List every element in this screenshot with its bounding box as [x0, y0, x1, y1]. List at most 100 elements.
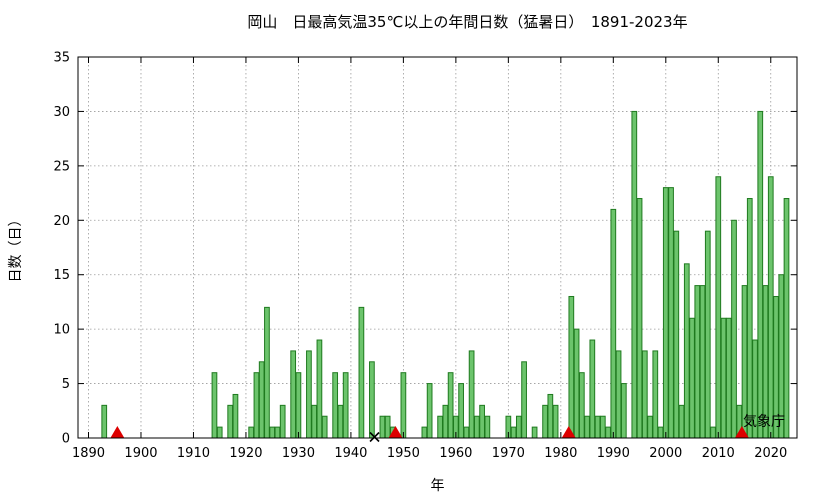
missing-marker — [369, 431, 380, 443]
bar — [783, 198, 790, 439]
bar — [615, 350, 622, 439]
x-tick-label: 1920 — [229, 446, 262, 461]
bar — [542, 404, 548, 439]
bar — [683, 263, 690, 439]
bar — [589, 339, 596, 439]
bar — [710, 426, 716, 439]
y-tick-label: 5 — [62, 377, 70, 392]
bar — [400, 372, 407, 439]
bar — [264, 306, 270, 439]
bar — [678, 404, 685, 439]
y-tick-label: 15 — [53, 268, 70, 283]
bar — [547, 393, 554, 439]
bar — [306, 350, 312, 439]
y-axis-ticks: 0 5 10 15 20 25 30 35 — [53, 51, 797, 447]
bar — [594, 415, 601, 439]
bar — [662, 187, 669, 439]
bar — [269, 426, 276, 439]
x-tick-label: 2020 — [754, 446, 787, 461]
bar — [631, 110, 638, 439]
bar — [311, 404, 318, 439]
x-tick-label: 1890 — [72, 446, 105, 461]
y-tick-label: 30 — [53, 105, 70, 120]
bar — [332, 372, 339, 439]
x-tick-label: 2010 — [702, 446, 735, 461]
bar — [337, 404, 344, 439]
bar — [216, 426, 223, 439]
x-tick-label: 1940 — [334, 446, 367, 461]
x-tick-label: 1950 — [387, 446, 420, 461]
bar — [599, 415, 606, 439]
x-tick-label: 1910 — [177, 446, 210, 461]
bar — [668, 187, 674, 439]
bar — [321, 415, 328, 439]
bar — [437, 415, 443, 439]
bar — [720, 317, 727, 439]
bar — [384, 415, 391, 439]
bar — [767, 176, 774, 439]
bars — [101, 110, 790, 439]
bar — [573, 328, 580, 439]
bar — [379, 415, 386, 439]
bar — [369, 361, 375, 439]
bar — [232, 393, 239, 439]
bar — [746, 198, 753, 439]
bar — [731, 219, 737, 439]
y-tick-label: 10 — [53, 323, 70, 338]
bar — [468, 350, 475, 439]
source-annotation: 気象庁 — [743, 414, 785, 430]
bar — [578, 372, 585, 439]
bar — [610, 208, 617, 439]
bar — [605, 426, 611, 439]
x-axis-label: 年 — [431, 478, 445, 494]
y-tick-label: 25 — [53, 159, 70, 174]
bar — [699, 285, 706, 439]
bar — [279, 404, 286, 439]
y-tick-label: 20 — [53, 214, 70, 229]
bar — [458, 383, 464, 439]
bar — [657, 426, 664, 439]
bar — [211, 372, 218, 439]
x-tick-label: 1970 — [492, 446, 525, 461]
bar — [473, 415, 480, 439]
x-tick-label: 1960 — [439, 446, 472, 461]
bar — [227, 404, 234, 439]
bar — [689, 317, 695, 439]
bar — [652, 350, 659, 439]
bar — [290, 350, 297, 439]
bar — [274, 426, 281, 439]
bar — [704, 230, 711, 439]
markers — [110, 426, 749, 443]
bar — [584, 415, 590, 439]
bar — [510, 426, 517, 439]
bar — [715, 176, 722, 439]
bar — [531, 426, 538, 439]
relocation-marker — [388, 426, 403, 438]
relocation-marker — [561, 426, 576, 438]
x-tick-label: 2000 — [649, 446, 682, 461]
x-tick-label: 1990 — [597, 446, 630, 461]
bar — [568, 295, 575, 439]
bar — [521, 361, 527, 439]
bar — [447, 372, 454, 439]
bar — [725, 317, 732, 439]
bar — [479, 404, 485, 439]
bar — [421, 426, 428, 439]
bar — [248, 426, 255, 439]
bar — [515, 415, 522, 439]
relocation-marker — [734, 426, 749, 438]
x-axis-ticks: 1890 1900 1910 1920 1930 1940 1950 1960 1970 1980… — [72, 57, 787, 461]
bar — [636, 198, 643, 439]
bar — [253, 372, 260, 439]
bar — [295, 372, 302, 439]
x-tick-label: 1900 — [124, 446, 157, 461]
relocation-marker — [110, 426, 125, 438]
y-tick-label: 0 — [62, 432, 70, 447]
bar — [641, 350, 648, 439]
bar — [757, 110, 764, 439]
bar — [258, 361, 265, 439]
x-tick-label: 1930 — [282, 446, 315, 461]
bar — [673, 230, 680, 439]
bar — [694, 285, 701, 439]
